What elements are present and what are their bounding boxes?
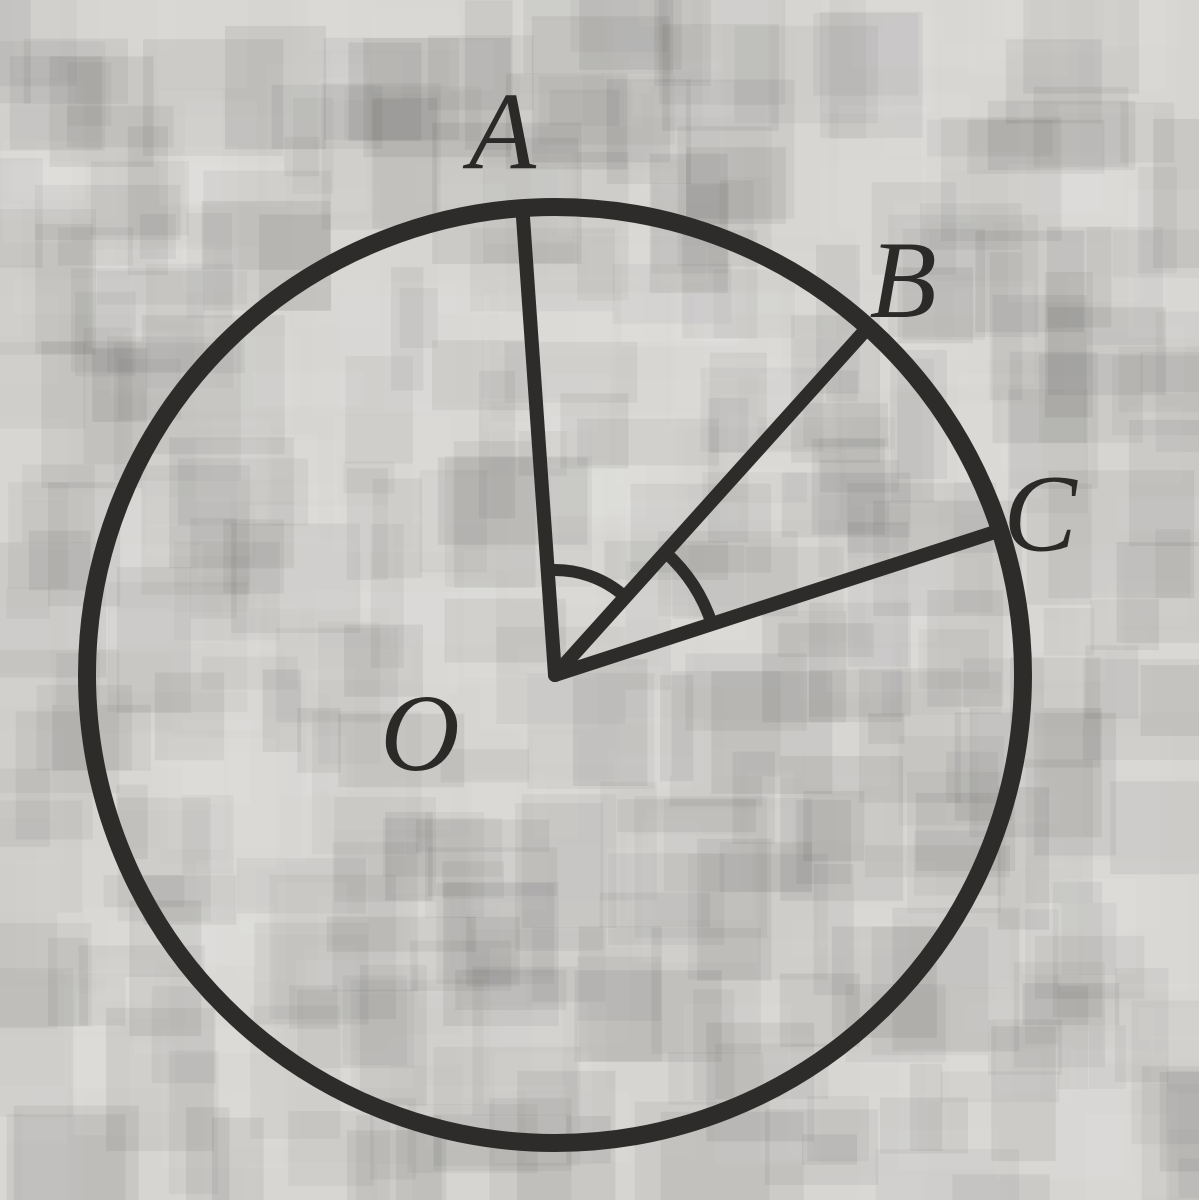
- label-A: A: [462, 70, 537, 192]
- geometry-diagram: A B C O: [0, 0, 1199, 1200]
- label-B: B: [870, 219, 937, 341]
- label-O: O: [380, 672, 459, 794]
- label-C: C: [1003, 452, 1078, 574]
